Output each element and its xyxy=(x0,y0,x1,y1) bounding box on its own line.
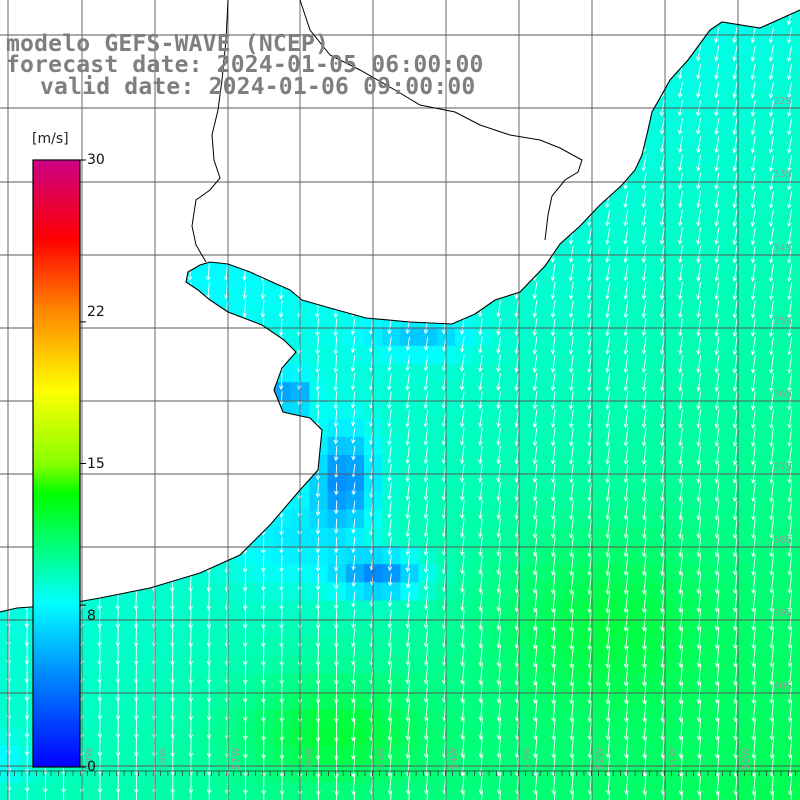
lat-label: 32S xyxy=(773,96,792,107)
lon-label: 54W xyxy=(449,747,460,770)
lon-label: 59W xyxy=(84,747,95,770)
colorbar-label-22: 22 xyxy=(87,304,105,320)
title-model: modelo GEFS-WAVE (NCEP) xyxy=(6,31,330,57)
colorbar-gradient xyxy=(32,159,81,768)
lon-label: 55W xyxy=(376,747,387,770)
colorbar-label-15: 15 xyxy=(87,456,105,472)
lon-label: 50W xyxy=(741,747,752,770)
lat-label: 40S xyxy=(773,681,792,692)
border-river xyxy=(191,0,583,263)
lat-label: 35S xyxy=(773,316,792,327)
colorbar-unit: [m/s] xyxy=(32,131,69,147)
coastline xyxy=(0,9,800,613)
lon-label: 56W xyxy=(304,747,315,770)
colorbar-label-8: 8 xyxy=(87,608,96,624)
lon-label: 57W xyxy=(231,747,242,770)
lat-label: 39S xyxy=(773,608,792,619)
title-valid-date: valid date: 2024-01-06 09:00:00 xyxy=(40,74,476,100)
colorbar-label-0: 0 xyxy=(87,759,96,775)
bottom-axis-ticks xyxy=(0,770,800,776)
lon-label: 51W xyxy=(668,747,679,770)
longitude-labels: 59W 58W 57W 56W 55W 54W 53W 52W 51W 50W xyxy=(84,747,752,770)
colorbar xyxy=(32,159,86,768)
lat-label: 37S xyxy=(773,462,792,473)
lon-label: 58W xyxy=(158,747,169,770)
latitude-labels: 32S 33S 34S 35S 36S 37S 38S 39S 40S xyxy=(773,96,792,692)
colorbar-label-30: 30 xyxy=(87,152,105,168)
lat-label: 36S xyxy=(773,389,792,400)
lon-label: 53W xyxy=(522,747,533,770)
lon-label: 52W xyxy=(595,747,606,770)
lat-label: 33S xyxy=(773,169,792,180)
lat-label: 38S xyxy=(773,535,792,546)
title-forecast-date: forecast date: 2024-01-05 06:00:00 xyxy=(6,52,484,78)
colorbar-tick-marks xyxy=(80,159,86,768)
lat-label: 34S xyxy=(773,243,792,254)
